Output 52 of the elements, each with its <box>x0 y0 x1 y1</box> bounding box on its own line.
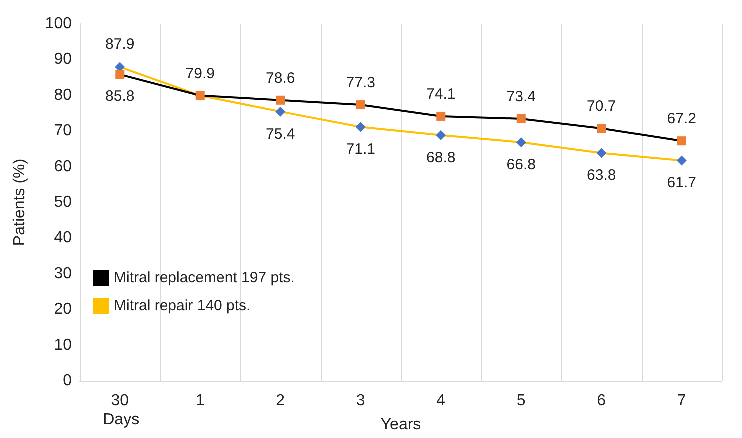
y-tick-label: 60 <box>54 158 72 176</box>
point <box>676 156 687 166</box>
x-axis-title: Years <box>380 416 422 434</box>
x-tick-label: 2 <box>276 392 286 410</box>
data-label: 77.3 <box>346 74 376 92</box>
data-label: 87.9 <box>106 36 135 54</box>
x-tick-label: 5 <box>516 392 526 410</box>
data-label: 78.6 <box>266 70 296 87</box>
data-label: 73.4 <box>506 88 536 106</box>
x-tick-label: 4 <box>436 392 446 410</box>
data-label: 68.8 <box>426 149 456 166</box>
point <box>276 106 286 117</box>
data-label: 79.9 <box>186 65 215 82</box>
data-label: 71.1 <box>346 141 376 158</box>
y-axis-title: Patients (%) <box>12 158 28 246</box>
point <box>597 124 606 134</box>
y-tick-label: 10 <box>54 336 72 354</box>
y-tick-label: 40 <box>54 230 72 247</box>
point <box>677 136 686 146</box>
y-tick-label: 50 <box>54 194 72 211</box>
point <box>356 100 366 110</box>
x-tick-label: 3 <box>356 392 366 410</box>
point <box>516 114 526 124</box>
point <box>116 70 125 80</box>
point <box>436 112 446 121</box>
x-tick-label: 30 <box>111 392 130 410</box>
point <box>596 148 607 158</box>
x-tick-label: 6 <box>597 392 606 410</box>
y-tick-label: 70 <box>54 122 72 140</box>
y-tick-label: 0 <box>63 372 72 390</box>
x-tick-label: 7 <box>677 392 686 410</box>
data-label: 61.7 <box>667 174 696 192</box>
legend-label: Mitral repair 140 pts. <box>114 298 251 314</box>
data-label: 63.8 <box>587 167 616 184</box>
data-label: 74.1 <box>426 86 456 103</box>
data-label: 70.7 <box>587 98 616 116</box>
y-tick-label: 30 <box>54 265 72 282</box>
data-label: 75.4 <box>266 126 296 143</box>
point <box>356 122 366 132</box>
y-tick-label: 100 <box>45 16 72 32</box>
point <box>436 130 446 140</box>
data-label: 66.8 <box>506 156 536 174</box>
text: Days <box>103 412 140 428</box>
x-tick-label: 1 <box>196 392 205 410</box>
y-tick-label: 20 <box>54 301 72 318</box>
data-label: 67.2 <box>667 110 696 128</box>
legend-label: Mitral replacement 197 pts. <box>114 270 295 286</box>
data-label: 85.8 <box>106 88 135 106</box>
y-tick-label: 80 <box>54 86 72 104</box>
y-tick-label: 90 <box>54 51 72 68</box>
point <box>276 96 286 105</box>
point <box>516 138 526 148</box>
